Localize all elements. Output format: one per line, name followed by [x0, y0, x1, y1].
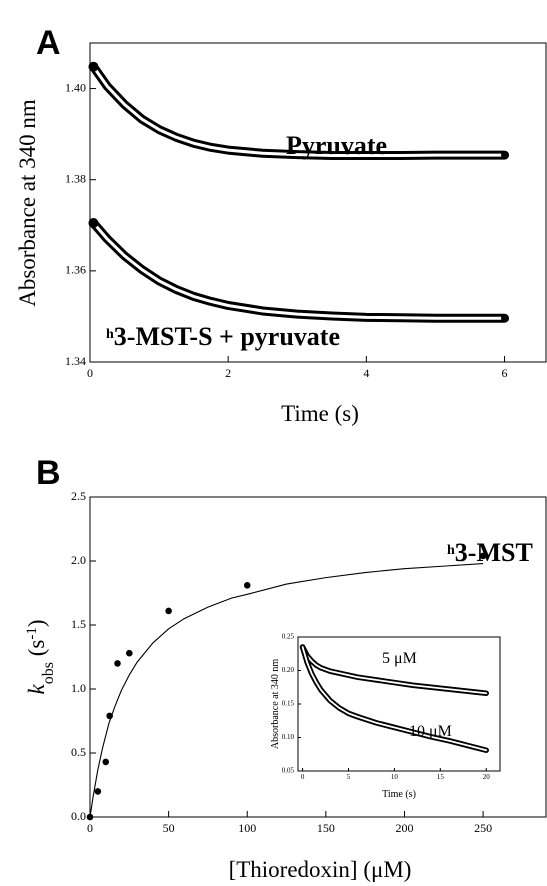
- series-label-superscript: h: [106, 327, 114, 342]
- x-tick-label: 2: [225, 366, 231, 380]
- y-axis-title: kobs (s-1): [24, 620, 57, 695]
- y-title-k: k: [24, 684, 49, 695]
- x-tick-label: 5: [347, 773, 351, 781]
- x-tick-label: 4: [363, 366, 369, 380]
- y-tick-label: 1.36: [65, 263, 86, 277]
- y-axis-title: Absorbance at 340 nm: [15, 99, 40, 307]
- x-tick-label: 250: [474, 821, 492, 835]
- data-point: [114, 660, 121, 667]
- inset-x-axis-title: Time (s): [382, 789, 416, 800]
- data-point: [106, 712, 113, 720]
- series-label-pyruvate: Pyruvate: [286, 131, 387, 160]
- y-tick-label: 0.25: [282, 633, 295, 641]
- plot-frame: [89, 496, 547, 818]
- x-tick-label: 15: [437, 773, 445, 781]
- y-tick-label: 0.0: [71, 809, 86, 823]
- x-tick-label: 20: [483, 773, 491, 781]
- x-tick-label: 10: [391, 773, 399, 781]
- y-title-close: ): [24, 620, 49, 628]
- y-tick-label: 0.10: [282, 733, 295, 741]
- x-tick-label: 150: [317, 821, 335, 835]
- plot-frame: [89, 42, 547, 363]
- inset-chart: 0 5 10 15 20 0.05 0.10 0.15 0.20 0.25 Time (s) Abso…: [270, 633, 501, 800]
- panel-a: A 0 2 4 6 1.34 1.36 1.38 1.40 Time (s) Absorbance …: [15, 24, 547, 426]
- series-start-point: [88, 61, 99, 72]
- inset-label-5um: 5 μM: [382, 650, 417, 667]
- y-tick-label: 0.15: [282, 700, 295, 708]
- y-title-units: (s: [24, 640, 49, 662]
- series-line-1: [91, 65, 507, 158]
- x-tick-label: 50: [163, 821, 175, 835]
- y-tick-label: 0.5: [71, 745, 86, 759]
- series-start-point: [88, 218, 99, 229]
- x-tick-label: 200: [395, 821, 413, 835]
- series-end-point: [501, 314, 509, 322]
- y-tick-label: 1.5: [71, 617, 86, 631]
- data-point: [243, 582, 251, 589]
- series-label-text: 3-MST-S + pyruvate: [114, 322, 340, 351]
- y-tick-label: 1.34: [65, 354, 86, 368]
- x-tick-label: 6: [502, 366, 508, 380]
- y-tick-label: 1.0: [71, 681, 86, 695]
- data-point: [126, 649, 133, 657]
- y-tick-label: 2.5: [71, 489, 86, 503]
- panel-b: B0 50 100 150 200 2500.00.51.01.52.02.5[Thior…: [24, 454, 547, 882]
- annotation-superscript: h: [447, 543, 455, 558]
- data-point: [94, 788, 102, 795]
- annotation-text: 3-MST: [455, 538, 533, 567]
- x-tick-label: 100: [238, 821, 256, 835]
- inset-y-axis-title: Absorbance at 340 nm: [270, 659, 281, 749]
- data-point: [479, 552, 487, 560]
- y-tick-label: 1.40: [65, 80, 86, 94]
- x-axis-title: [Thioredoxin] (μM): [229, 857, 412, 882]
- y-tick-label: 2.0: [71, 553, 86, 567]
- data-point: [165, 607, 172, 615]
- x-tick-label: 0: [87, 821, 93, 835]
- y-tick-label: 0.20: [282, 666, 295, 674]
- annotation-h3-mst: h3-MST: [447, 538, 533, 567]
- series-line-2: [91, 221, 507, 320]
- y-title-superscript: -1: [24, 627, 40, 640]
- inset-label-10um: 10 μM: [409, 723, 452, 740]
- series-line-2-outline: [88, 218, 510, 323]
- data-point: [86, 813, 94, 821]
- inset-series-line-2: [301, 646, 488, 752]
- panel-letter-a: A: [36, 24, 61, 62]
- inset-series-line-1: [301, 646, 488, 695]
- x-tick-label: 0: [301, 773, 305, 781]
- y-title-subscript: obs: [40, 662, 57, 684]
- x-tick-label: 0: [87, 366, 93, 380]
- series-end-point: [501, 151, 509, 159]
- fit-curve: [89, 563, 484, 818]
- series-label-mst-pyruvate: h3-MST-S + pyruvate: [106, 322, 340, 351]
- data-point: [102, 758, 110, 766]
- y-tick-label: 1.38: [65, 171, 86, 185]
- panel-letter-b: B: [36, 454, 61, 492]
- y-tick-label: 0.05: [282, 767, 295, 775]
- x-axis-title: Time (s): [281, 401, 359, 426]
